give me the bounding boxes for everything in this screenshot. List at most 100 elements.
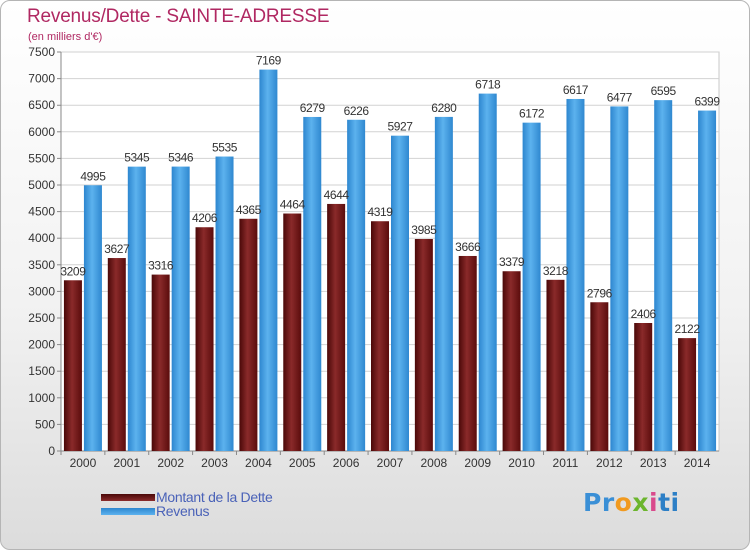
y-tick-label: 0 [48, 444, 55, 458]
bar-debt [458, 255, 477, 451]
y-tick-label: 1000 [28, 391, 55, 405]
bar-debt [590, 302, 609, 451]
data-label-debt: 3666 [455, 240, 481, 254]
data-label-revenus: 6172 [519, 107, 545, 121]
bar-debt [371, 221, 389, 451]
x-tick-label: 2008 [421, 456, 448, 470]
x-tick-label: 2006 [333, 456, 360, 470]
legend-item-revenus: Revenus [101, 503, 209, 519]
x-tick-label: 2005 [289, 456, 316, 470]
y-tick-label: 2500 [28, 311, 55, 325]
y-tick-label: 3500 [28, 258, 55, 272]
bar-revenus [127, 166, 146, 451]
data-label-debt: 2122 [675, 322, 701, 336]
data-label-revenus: 6617 [563, 83, 589, 97]
data-label-revenus: 6280 [431, 101, 457, 115]
y-tick-label: 5000 [28, 178, 55, 192]
bar-revenus [391, 135, 409, 451]
bar-revenus [566, 98, 585, 452]
plot-area [60, 51, 720, 452]
x-tick-label: 2002 [157, 456, 184, 470]
data-label-debt: 4644 [324, 188, 350, 202]
x-tick-label: 2000 [70, 456, 97, 470]
legend-swatch-revenus [101, 507, 155, 515]
bar-revenus [347, 119, 366, 452]
legend-label-revenus: Revenus [156, 503, 210, 519]
bar-debt [195, 227, 214, 451]
legend-item-debt: Montant de la Dette [101, 489, 273, 505]
bar-revenus [654, 100, 673, 452]
logo-part-2: o [614, 488, 633, 517]
data-label-debt: 3985 [411, 223, 437, 237]
data-label-revenus: 7169 [256, 54, 282, 68]
data-label-debt: 4206 [192, 211, 218, 225]
bar-debt [63, 280, 82, 451]
x-tick-label: 2001 [113, 456, 140, 470]
proxiti-logo: Proxiti [583, 488, 680, 517]
chart-subtitle: (en milliers d'€) [28, 31, 103, 43]
bar-debt [283, 213, 302, 451]
bar-revenus [478, 93, 497, 451]
bar-debt [239, 218, 258, 451]
data-label-revenus: 6226 [344, 104, 370, 118]
x-tick-label: 2012 [596, 456, 623, 470]
legend-label-debt: Montant de la Dette [156, 489, 273, 505]
bar-revenus [259, 69, 278, 452]
y-tick-label: 6500 [28, 98, 55, 112]
data-label-debt: 3209 [60, 264, 86, 278]
y-tick-label: 6000 [28, 125, 55, 139]
bar-revenus [83, 185, 102, 452]
bar-debt [151, 274, 170, 451]
data-label-debt: 2796 [587, 286, 613, 300]
data-label-revenus: 6399 [695, 95, 721, 109]
bar-debt [546, 279, 565, 451]
logo-part-5: ti [658, 488, 680, 517]
data-label-debt: 2406 [631, 307, 657, 321]
bar-revenus [610, 106, 629, 452]
bar-debt [502, 271, 521, 451]
y-tick-label: 2000 [28, 338, 55, 352]
x-tick-label: 2014 [684, 456, 711, 470]
data-label-debt: 3316 [148, 259, 174, 273]
data-label-revenus: 6477 [607, 90, 633, 104]
bar-debt [327, 203, 346, 451]
y-tick-label: 5500 [28, 151, 55, 165]
data-label-revenus: 5927 [387, 120, 413, 134]
bar-revenus [303, 116, 322, 451]
bar-debt [414, 238, 433, 451]
legend-swatch-debt [101, 493, 155, 501]
bar-debt [678, 338, 697, 451]
logo-part-4: i [648, 488, 659, 517]
data-label-debt: 4464 [280, 198, 306, 212]
data-label-revenus: 6279 [300, 101, 326, 115]
data-label-revenus: 5535 [212, 141, 238, 155]
logo-part-1: Pr [583, 488, 615, 517]
data-label-revenus: 5345 [124, 151, 150, 165]
x-tick-label: 2009 [464, 456, 491, 470]
x-tick-label: 2003 [201, 456, 228, 470]
data-label-revenus: 6595 [651, 84, 677, 98]
data-label-revenus: 6718 [475, 78, 501, 92]
bar-revenus [698, 110, 717, 452]
data-label-revenus: 4995 [80, 169, 106, 183]
y-tick-label: 7500 [28, 45, 55, 59]
bar-revenus [434, 116, 453, 452]
x-tick-label: 2011 [553, 456, 579, 470]
y-tick-label: 1500 [28, 364, 55, 378]
y-tick-label: 3000 [28, 284, 55, 298]
y-tick-label: 7000 [28, 72, 55, 86]
bar-revenus [171, 166, 190, 451]
y-tick-label: 4000 [28, 231, 55, 245]
data-label-debt: 4365 [236, 203, 262, 217]
x-tick-label: 2004 [245, 456, 272, 470]
data-label-debt: 3627 [104, 242, 130, 256]
bar-debt [634, 323, 653, 451]
x-tick-label: 2013 [640, 456, 667, 470]
y-tick-label: 500 [35, 417, 55, 431]
x-tick-label: 2010 [508, 456, 535, 470]
x-tick-label: 2007 [377, 456, 404, 470]
data-label-revenus: 5346 [168, 151, 194, 165]
chart-title: Revenus/Dette - SAINTE-ADRESSE [27, 6, 330, 27]
